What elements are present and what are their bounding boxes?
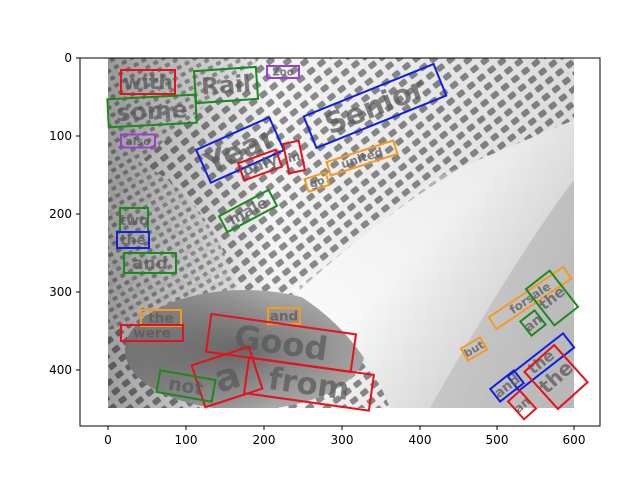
annotation-word: and xyxy=(270,309,299,325)
annotation-word: and xyxy=(132,254,168,274)
annotation-box xyxy=(325,139,399,177)
annotation-box xyxy=(242,356,376,412)
annotation-box xyxy=(302,62,448,150)
y-axis: 0 100 200 300 400 xyxy=(49,51,80,377)
photo-shading xyxy=(108,58,574,408)
annotation-green: not xyxy=(155,369,217,403)
annotation-green: some xyxy=(106,93,198,129)
x-axis: 0 100 200 300 400 500 600 xyxy=(104,426,585,447)
annotation-box xyxy=(506,389,538,421)
annotation-green: and xyxy=(123,252,177,274)
annotation-word: with xyxy=(123,70,173,94)
annotation-box xyxy=(120,133,156,149)
annotation-box xyxy=(236,148,284,182)
y-tick-label: 300 xyxy=(49,285,72,299)
annotation-red: with xyxy=(120,69,176,95)
annotation-box xyxy=(459,336,489,362)
annotation-box xyxy=(524,269,580,327)
annotation-word: the xyxy=(120,233,145,249)
annotation-box xyxy=(120,69,176,95)
annotation-box xyxy=(155,369,217,403)
annotation-box xyxy=(123,252,177,274)
annotation-word: Rail xyxy=(200,70,251,100)
annotation-box xyxy=(506,331,576,393)
annotation-word: some xyxy=(116,95,189,127)
x-tick-label: 200 xyxy=(253,433,276,447)
annotation-box xyxy=(303,171,331,193)
annotation-word: two xyxy=(119,213,149,229)
annotation-green: Rail xyxy=(192,65,260,105)
annotation-box xyxy=(116,231,150,249)
x-tick-label: 500 xyxy=(486,433,509,447)
annotation-box xyxy=(106,93,198,129)
annotation-box xyxy=(217,188,279,234)
annotation-purple: also xyxy=(120,133,156,149)
x-tick-label: 100 xyxy=(175,433,198,447)
y-tick-label: 0 xyxy=(64,51,72,65)
axes-frame xyxy=(79,57,601,427)
annotation-box xyxy=(522,343,590,411)
annotation-purple: Zoo xyxy=(266,65,300,79)
annotation-box xyxy=(190,345,264,409)
annotation-box xyxy=(266,65,300,79)
annotation-word: the xyxy=(148,311,173,327)
annotation-box xyxy=(281,139,307,175)
x-tick-label: 300 xyxy=(331,433,354,447)
annotation-word: in xyxy=(286,149,301,165)
y-tick-label: 100 xyxy=(49,129,72,143)
annotation-box xyxy=(518,308,548,338)
x-tick-label: 600 xyxy=(563,433,586,447)
annotation-box xyxy=(488,369,526,403)
annotation-box xyxy=(192,65,260,105)
annotation-box xyxy=(194,115,286,185)
annotation-blue: the xyxy=(116,231,150,249)
annotation-word: go xyxy=(308,174,327,191)
annotation-box xyxy=(120,324,184,342)
annotation-word: also xyxy=(125,135,151,148)
annotation-red: were xyxy=(120,324,184,342)
annotation-word: Zoo xyxy=(272,67,293,78)
annotation-red: from xyxy=(242,356,376,412)
annotation-red: in xyxy=(281,139,307,175)
x-tick-label: 0 xyxy=(104,433,112,447)
photo xyxy=(108,58,574,408)
y-tick-label: 400 xyxy=(49,363,72,377)
annotation-box xyxy=(487,265,573,331)
annotation-word: were xyxy=(133,326,171,342)
x-tick-label: 400 xyxy=(409,433,432,447)
annotation-orange: go xyxy=(303,171,331,193)
y-tick-label: 200 xyxy=(49,207,72,221)
